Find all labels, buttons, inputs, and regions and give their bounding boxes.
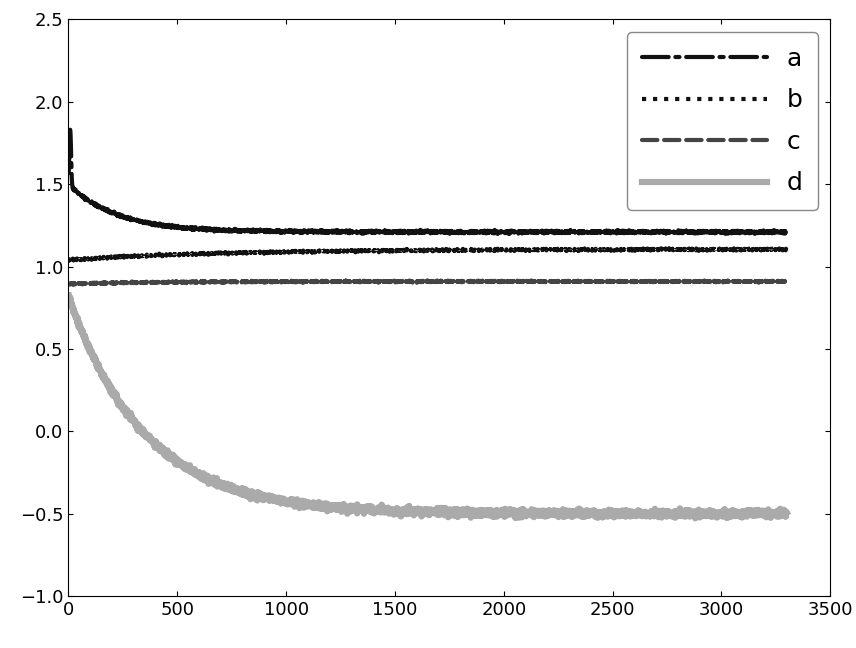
d (716, 510, 726, 518)
d (228, 482, 238, 490)
b (64, 257, 74, 264)
b (782, 245, 792, 253)
a (63, 169, 74, 177)
c (228, 278, 238, 286)
d (764, 509, 775, 517)
b (241, 249, 252, 257)
b (63, 256, 74, 264)
c (782, 277, 792, 285)
c (241, 277, 252, 285)
c (422, 277, 432, 284)
b (716, 246, 726, 254)
b (764, 246, 775, 253)
a (228, 226, 238, 234)
a (716, 229, 726, 237)
a (65, 126, 75, 133)
d (241, 491, 251, 499)
Line: a: a (68, 130, 787, 234)
d (63, 292, 74, 299)
d (732, 509, 742, 516)
c (732, 278, 742, 286)
d (782, 509, 792, 516)
d (690, 515, 700, 522)
Legend: a, b, c, d: a, b, c, d (627, 32, 817, 211)
c (68, 281, 78, 288)
a (782, 227, 792, 235)
Line: b: b (68, 248, 787, 260)
Line: d: d (68, 295, 787, 518)
b (486, 246, 496, 254)
b (728, 244, 738, 252)
b (732, 245, 742, 253)
a (504, 230, 514, 238)
b (228, 248, 238, 256)
a (241, 227, 252, 235)
a (764, 227, 775, 235)
a (732, 228, 742, 236)
c (764, 277, 775, 285)
d (485, 509, 496, 516)
Line: c: c (68, 281, 787, 284)
c (63, 281, 74, 288)
c (486, 278, 496, 286)
a (486, 228, 496, 236)
c (716, 277, 726, 285)
